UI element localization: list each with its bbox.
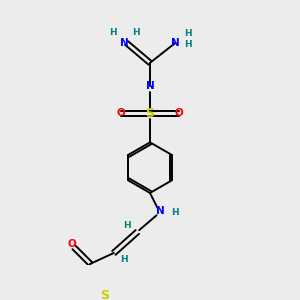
Text: N: N [171, 38, 180, 48]
Text: H: H [184, 29, 192, 38]
Text: H: H [184, 40, 192, 49]
Text: H: H [171, 208, 178, 217]
Text: S: S [100, 290, 109, 300]
Text: S: S [146, 107, 154, 120]
Text: O: O [175, 108, 183, 118]
Text: O: O [117, 108, 125, 118]
Text: H: H [132, 28, 140, 37]
Text: H: H [120, 255, 128, 264]
Text: N: N [120, 38, 129, 48]
Text: O: O [68, 239, 77, 249]
Text: H: H [123, 221, 131, 230]
Text: N: N [146, 81, 154, 91]
Text: N: N [157, 206, 165, 216]
Text: H: H [109, 28, 117, 37]
